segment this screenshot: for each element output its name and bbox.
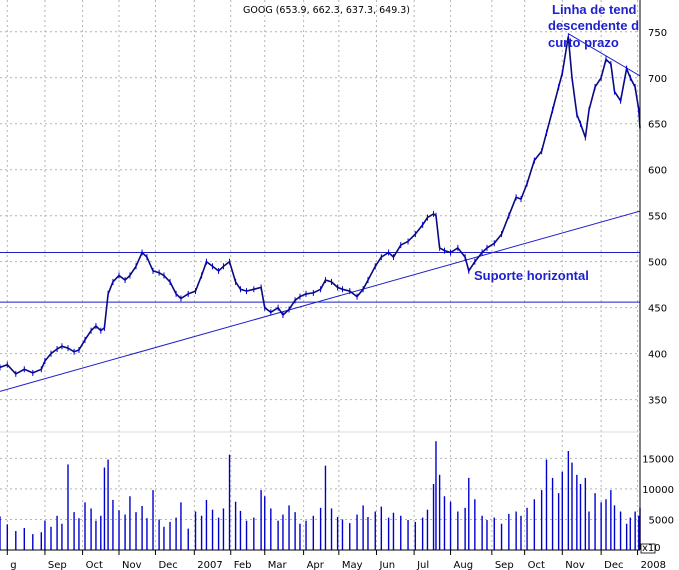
x-tick-label: 2008 — [641, 560, 666, 570]
price-tick-label: 400 — [648, 350, 667, 361]
x-tick-label: Jun — [378, 560, 395, 570]
x-tick-label: Jul — [416, 560, 429, 570]
volume-tick-label: 5000 — [649, 515, 674, 526]
price-tick-label: 500 — [648, 258, 667, 269]
x-tick-label: 2007 — [197, 560, 222, 570]
volume-tick-label: 10000 — [642, 485, 674, 496]
price-tick-label: 750 — [648, 28, 667, 39]
annotation-downtrend-line2: descendente d — [548, 18, 639, 33]
price-tick-label: 600 — [648, 166, 667, 177]
volume-tick-label: 15000 — [642, 454, 674, 465]
chart-title: GOOG (653.9, 662.3, 637.3, 649.3) — [243, 5, 410, 16]
price-tick-label: 550 — [648, 212, 667, 223]
x-tick-label: Dec — [604, 560, 623, 570]
x-tick-label: Oct — [528, 560, 545, 570]
x-tick-label: Feb — [234, 560, 252, 570]
x-tick-label: Oct — [86, 560, 103, 570]
price-tick-label: 350 — [648, 396, 667, 407]
volume-unit-box — [640, 543, 656, 554]
x-tick-label: Aug — [454, 560, 474, 570]
x-tick-label: May — [342, 560, 363, 570]
x-tick-label: Apr — [307, 560, 325, 570]
annotation-downtrend-line1: Linha de tend — [552, 2, 637, 17]
trend-lines — [0, 33, 641, 392]
trend-line — [568, 33, 641, 77]
price-tick-label: 700 — [648, 74, 667, 85]
annotation-downtrend-line3: curto prazo — [548, 35, 619, 50]
price-line — [0, 36, 641, 375]
annotation-support: Suporte horizontal — [474, 268, 589, 283]
price-series — [0, 33, 641, 377]
x-tick-label: g — [10, 560, 16, 570]
trend-line — [0, 210, 641, 392]
x-tick-label: Sep — [495, 560, 514, 570]
price-tick-label: 450 — [648, 304, 667, 315]
grid — [0, 0, 640, 550]
x-tick-label: Nov — [122, 560, 142, 570]
x-tick-label: Dec — [158, 560, 177, 570]
volume-unit-label: x10 — [642, 543, 661, 554]
x-tick-label: Mar — [268, 560, 288, 570]
price-tick-label: 650 — [648, 120, 667, 131]
x-tick-label: Sep — [48, 560, 67, 570]
x-tick-label: Nov — [565, 560, 585, 570]
